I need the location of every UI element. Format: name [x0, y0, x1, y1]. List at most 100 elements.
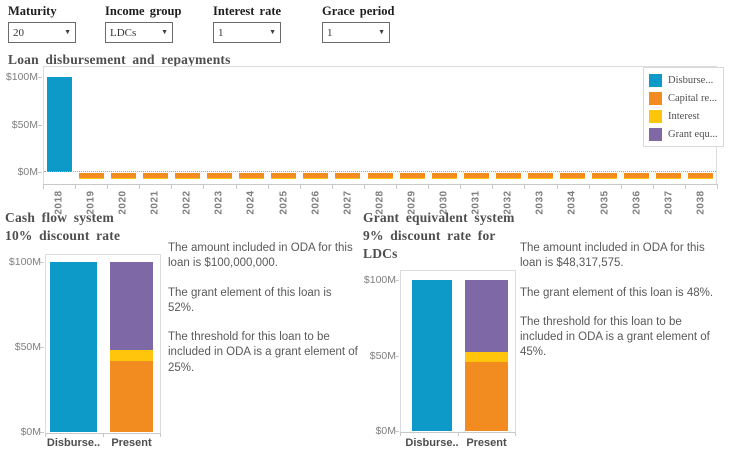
bar-interest-2021[interactable]: [142, 178, 168, 180]
bar-interest-2029[interactable]: [399, 178, 425, 180]
bar-interest-2026[interactable]: [303, 178, 329, 180]
bar-disbursement-disburse[interactable]: [412, 280, 452, 431]
year-label: 2029: [406, 189, 418, 215]
bar-disbursement-disburse[interactable]: [50, 262, 97, 432]
y-axis-tick: [40, 432, 44, 433]
bar-interest-2028[interactable]: [367, 178, 393, 180]
disbursement-swatch-icon: [649, 73, 662, 87]
grant-equivalent-title-line2: 9% discount rate for LDCs: [363, 228, 496, 261]
x-axis-label-2034: 2034: [557, 187, 589, 217]
legend-item-grant-equivalent[interactable]: Grant equ...: [649, 125, 723, 143]
year-label: 2037: [663, 189, 675, 215]
y-axis-tick: [38, 77, 42, 78]
bar-capital_repayment-2033[interactable]: [527, 173, 553, 179]
bar-interest-2037[interactable]: [656, 178, 682, 180]
bar-interest-2032[interactable]: [495, 178, 521, 180]
maturity-value: 20: [13, 26, 24, 39]
bar-interest-present[interactable]: [110, 350, 153, 361]
bar-interest-2022[interactable]: [174, 178, 200, 180]
legend-item-interest[interactable]: Interest: [649, 107, 723, 125]
bar-capital_repayment-2020[interactable]: [110, 173, 136, 179]
bar-disbursement-2018[interactable]: [46, 77, 72, 172]
x-axis-tick: [332, 184, 333, 189]
income-group-dropdown[interactable]: LDCs ▼: [105, 22, 173, 43]
x-axis-tick: [45, 433, 46, 437]
loan-chart-pane: [43, 66, 717, 185]
bar-capital_repayment-2023[interactable]: [207, 173, 233, 179]
x-axis-label-2023: 2023: [203, 187, 235, 217]
y-axis-tick: [395, 280, 399, 281]
x-axis-tick: [621, 184, 622, 189]
grant-equivalent-chart-title: Grant equivalent system 9% discount rate…: [363, 209, 523, 263]
cash-flow-annotation: The amount included in ODA for this loan…: [168, 241, 358, 390]
year-label: 2032: [502, 189, 514, 215]
interest-rate-value: 1: [218, 26, 224, 39]
bar-interest-2036[interactable]: [624, 178, 650, 180]
bar-capital_repayment-2029[interactable]: [399, 173, 425, 179]
bar-capital_repayment-2034[interactable]: [560, 173, 586, 179]
maturity-dropdown[interactable]: 20 ▼: [8, 22, 76, 43]
dropdown-arrow-icon[interactable]: ▼: [378, 29, 385, 36]
annotation-paragraph: The threshold for this loan to be includ…: [168, 331, 358, 374]
bar-capital_repayment-2019[interactable]: [78, 173, 104, 179]
year-label: 2018: [53, 189, 65, 215]
y-axis-label: $0M: [20, 426, 41, 438]
legend-label: Disburse...: [668, 74, 714, 86]
bar-capital_repayment-2028[interactable]: [367, 173, 393, 179]
bar-capital_repayment-2037[interactable]: [656, 173, 682, 179]
bar-capital_repayment-2038[interactable]: [688, 173, 714, 179]
bar-interest-2023[interactable]: [207, 178, 233, 180]
bar-capital_repayment-present[interactable]: [465, 361, 508, 431]
bar-interest-2034[interactable]: [560, 178, 586, 180]
x-axis-label-2018: 2018: [43, 187, 75, 217]
grant-equivalent-annotation: The amount included in ODA for this loan…: [520, 241, 718, 375]
bar-interest-2030[interactable]: [431, 178, 457, 180]
bar-interest-2033[interactable]: [527, 178, 553, 180]
dropdown-arrow-icon[interactable]: ▼: [64, 29, 71, 36]
bar-capital_repayment-2032[interactable]: [495, 173, 521, 179]
bar-interest-2031[interactable]: [463, 178, 489, 180]
x-axis-tick: [717, 184, 718, 189]
x-axis-tick: [103, 433, 104, 437]
bar-interest-present[interactable]: [465, 352, 508, 362]
bar-capital_repayment-2025[interactable]: [271, 173, 297, 179]
bar-interest-2035[interactable]: [592, 178, 618, 180]
bar-interest-2024[interactable]: [239, 178, 265, 180]
annotation-paragraph: The amount included in ODA for this loan…: [168, 242, 353, 270]
y-axis-tick: [395, 355, 399, 357]
x-axis-label-2021: 2021: [139, 187, 171, 217]
dropdown-arrow-icon[interactable]: ▼: [269, 29, 276, 36]
interest-rate-dropdown[interactable]: 1 ▼: [213, 22, 281, 43]
main-chart-title: Loan disbursement and repayments: [8, 52, 231, 67]
dropdown-arrow-icon[interactable]: ▼: [161, 29, 168, 36]
income-group-value: LDCs: [110, 26, 137, 39]
year-label: 2033: [534, 189, 546, 215]
bar-capital_repayment-2024[interactable]: [239, 173, 265, 179]
bar-capital_repayment-2031[interactable]: [463, 173, 489, 179]
bar-interest-2019[interactable]: [78, 178, 104, 180]
x-axis-tick: [364, 184, 365, 189]
x-axis-label-2029: 2029: [396, 187, 428, 217]
filter-grace-period: Grace period 1 ▼: [322, 4, 394, 43]
grace-period-dropdown[interactable]: 1 ▼: [322, 22, 390, 43]
bar-grant_equivalent-present[interactable]: [465, 280, 508, 353]
bar-capital_repayment-2035[interactable]: [592, 173, 618, 179]
x-axis-tick: [160, 433, 161, 437]
bar-capital_repayment-2022[interactable]: [174, 173, 200, 179]
year-label: 2023: [214, 189, 226, 215]
bar-capital_repayment-2026[interactable]: [303, 173, 329, 179]
legend-item-capital-repayment[interactable]: Capital re...: [649, 89, 723, 107]
bar-grant_equivalent-present[interactable]: [110, 262, 153, 351]
bar-interest-2025[interactable]: [271, 178, 297, 180]
bar-interest-2027[interactable]: [335, 178, 361, 180]
bar-capital_repayment-2036[interactable]: [624, 173, 650, 179]
bar-capital_repayment-2021[interactable]: [142, 173, 168, 179]
legend-item-disbursement[interactable]: Disburse...: [649, 71, 723, 89]
year-label: 2028: [374, 189, 386, 215]
bar-capital_repayment-present[interactable]: [110, 360, 153, 432]
bar-interest-2038[interactable]: [688, 178, 714, 180]
x-axis-label: Disburse..: [405, 437, 459, 449]
bar-interest-2020[interactable]: [110, 178, 136, 180]
bar-capital_repayment-2027[interactable]: [335, 173, 361, 179]
bar-capital_repayment-2030[interactable]: [431, 173, 457, 179]
